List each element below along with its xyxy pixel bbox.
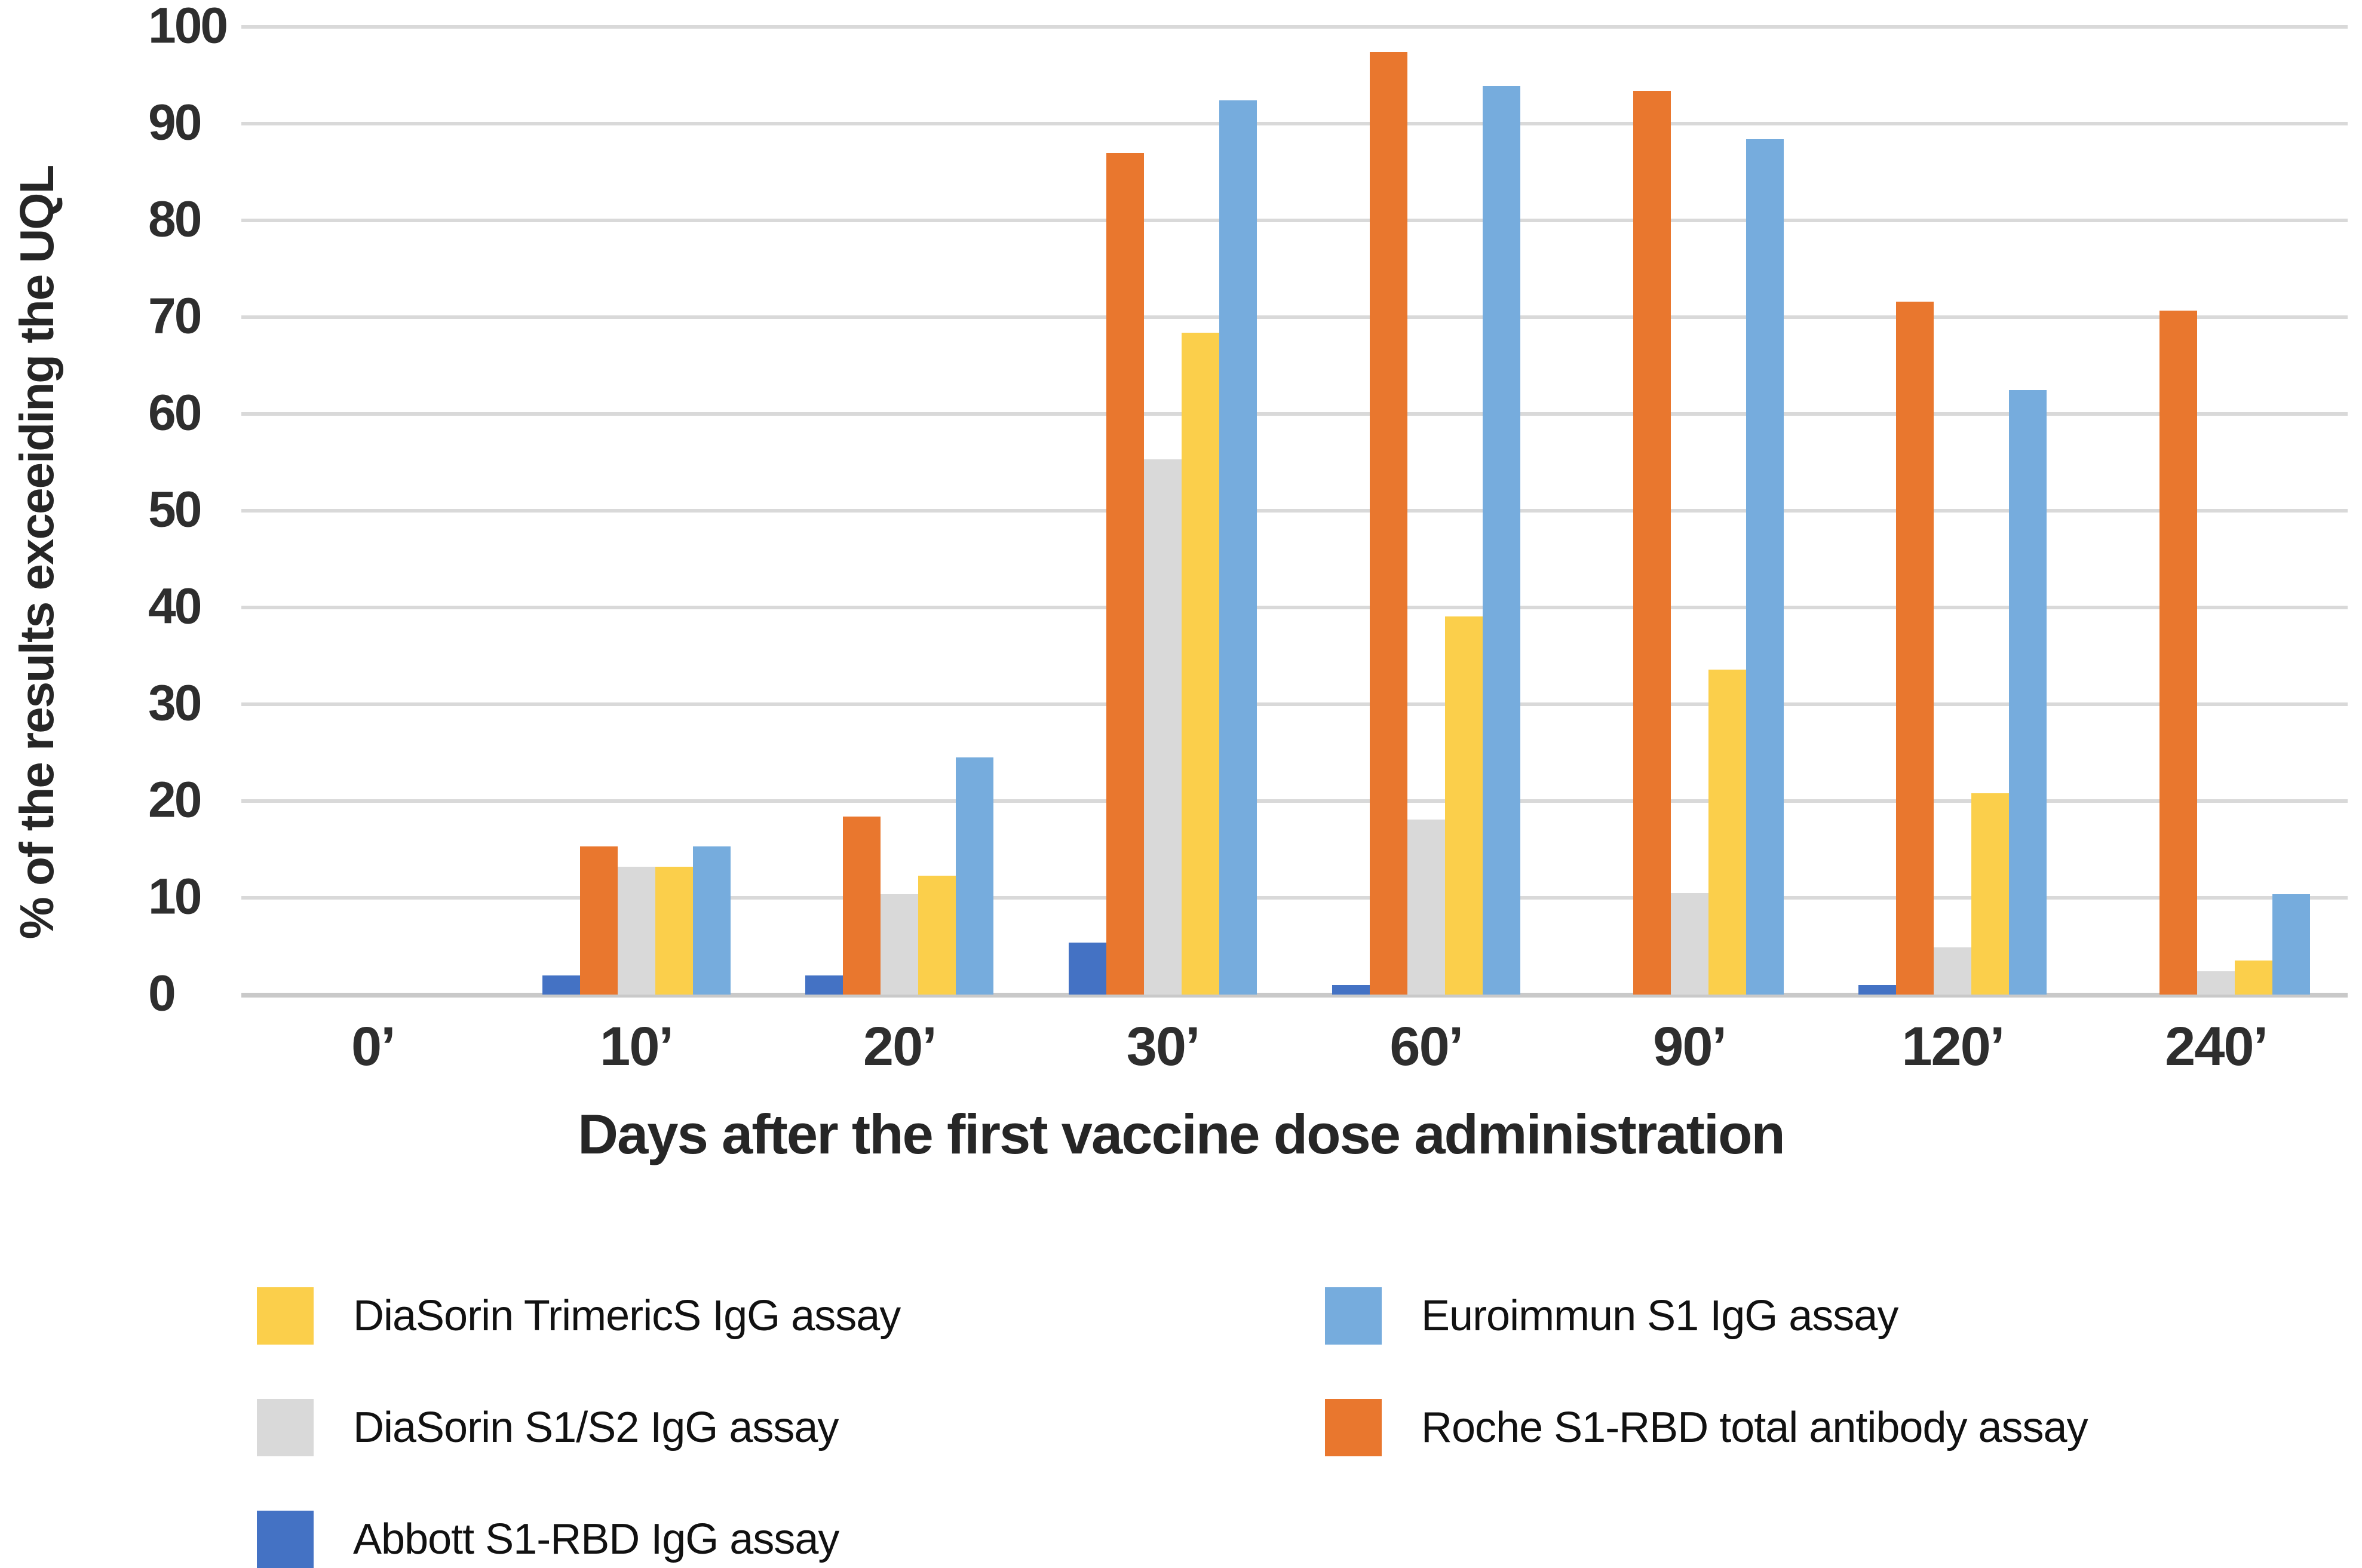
bar [2197,971,2235,995]
bar [542,975,580,995]
x-tick-label-90: 90’ [1653,1016,1727,1077]
bar [1369,52,1407,995]
y-tick-label-40: 40 [148,578,202,634]
bar [2272,894,2311,995]
bar [918,875,956,995]
bar [1407,819,1445,995]
bar [843,816,881,995]
bar [1106,152,1145,995]
bar [1144,459,1182,995]
y-tick-label-100: 100 [148,0,228,54]
chart-legend: DiaSorin TrimericS IgG assay DiaSorin S1/… [0,1260,2362,1568]
bar [2009,389,2047,995]
legend-label: Euroimmun S1 IgG assay [1421,1292,1898,1340]
legend-item: DiaSorin TrimericS IgG assay [257,1287,901,1345]
x-tick-label-0: 0’ [351,1016,396,1077]
bar [692,846,731,995]
x-tick-label-10: 10’ [600,1016,674,1077]
bar [1182,332,1220,995]
gridline-y40 [241,606,2348,609]
bar [1633,90,1671,995]
y-tick-label-90: 90 [148,94,202,151]
bar [1332,984,1370,995]
legend-swatch [257,1399,314,1456]
bar [1482,85,1520,995]
legend-item: Abbott S1-RBD IgG assay [257,1511,839,1568]
bar [1444,616,1483,995]
bar [1858,984,1897,995]
y-tick-label-50: 50 [148,481,202,538]
bar-group-20 [768,27,1032,995]
y-axis-tick-labels: 0 10 20 30 40 50 60 70 80 90 100 [148,0,238,1021]
legend-item: Euroimmun S1 IgG assay [1325,1287,1898,1345]
legend-label: Roche S1-RBD total antibody assay [1421,1404,2088,1452]
bar [1069,942,1107,995]
gridline-y70 [241,315,2348,319]
x-tick-label-60: 60’ [1389,1016,1464,1077]
legend-swatch [257,1287,314,1345]
legend-swatch [1325,1287,1382,1345]
bar [655,867,693,995]
bar [2159,310,2198,995]
bar-group-0 [241,27,505,995]
legend-swatch [257,1511,314,1568]
bar [1934,947,1972,995]
x-axis-baseline [241,993,2348,998]
y-tick-label-20: 20 [148,771,202,828]
bar [1219,100,1257,995]
y-tick-label-30: 30 [148,674,202,731]
x-tick-label-30: 30’ [1126,1016,1201,1077]
gridline-y20 [241,799,2348,803]
bar [1971,793,2010,995]
bar [1746,139,1784,995]
bar [2235,961,2273,995]
bar-group-120 [1821,27,2085,995]
y-axis-title: % of the results exceeiding the UQL [10,165,63,940]
x-axis-title: Days after the first vaccine dose admini… [578,1103,1786,1165]
bar [956,757,994,995]
bar [617,867,655,995]
bar [805,975,843,995]
legend-label: DiaSorin S1/S2 IgG assay [353,1404,839,1452]
y-tick-label-70: 70 [148,287,202,344]
bar [1670,892,1708,995]
bar-group-90 [1558,27,1821,995]
gridline-y60 [241,412,2348,416]
gridline-y10 [241,896,2348,900]
gridline-y30 [241,702,2348,706]
y-tick-label-80: 80 [148,191,202,247]
plot-area [241,25,2348,998]
bar [1896,302,1934,995]
legend-item: Roche S1-RBD total antibody assay [1325,1399,2088,1456]
gridline-y90 [241,122,2348,125]
legend-swatch [1325,1399,1382,1456]
bar [579,846,618,995]
x-tick-label-240: 240’ [2165,1016,2268,1077]
y-tick-label-60: 60 [148,384,202,441]
legend-label: DiaSorin TrimericS IgG assay [353,1292,901,1340]
bar-group-30 [1031,27,1295,995]
y-tick-label-0: 0 [148,965,176,1021]
gridline-y50 [241,509,2348,513]
x-tick-label-20: 20’ [863,1016,937,1077]
bar-group-60 [1295,27,1558,995]
x-tick-label-120: 120’ [1901,1016,2005,1077]
bar-group-240 [2084,27,2348,995]
bar [1708,669,1746,995]
bar [881,894,919,995]
gridline-y80 [241,219,2348,222]
bar-group-10 [505,27,768,995]
x-axis-tick-labels: 0’ 10’ 20’ 30’ 60’ 90’ 120’ 240’ [241,1015,2348,1077]
y-tick-label-10: 10 [148,868,202,925]
legend-label: Abbott S1-RBD IgG assay [353,1515,839,1563]
gridline-y100 [241,25,2348,29]
legend-item: DiaSorin S1/S2 IgG assay [257,1399,839,1456]
